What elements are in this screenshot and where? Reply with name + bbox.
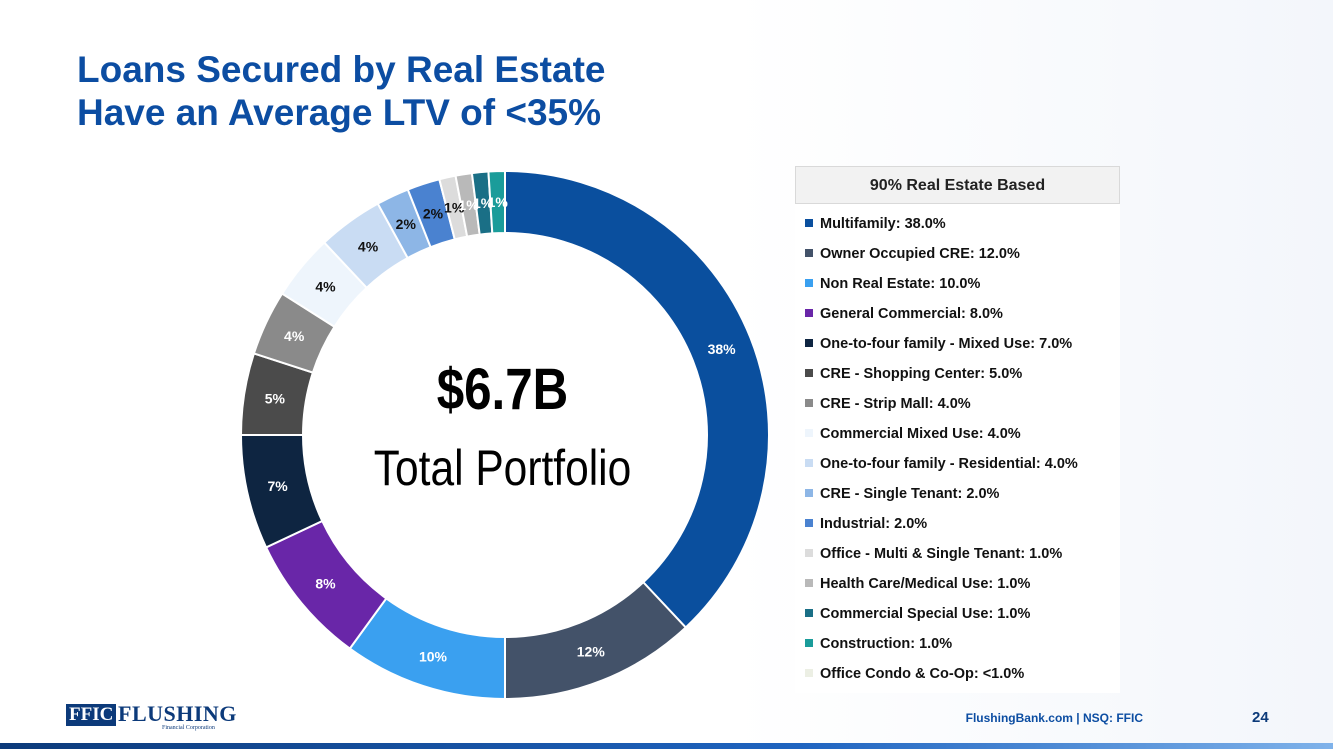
legend-label: Owner Occupied CRE: 12.0% — [820, 246, 1020, 262]
slice-label-commercial-mixed-use: 4% — [315, 278, 336, 294]
total-portfolio-value: $6.7B — [436, 357, 569, 422]
legend-item-office-multi-single-tenant: Office - Multi & Single Tenant: 1.0% — [805, 544, 1062, 564]
donut-slice-labels: 38%12%10%8%7%5%4%4%4%2%2% 1%1%1%1% — [265, 194, 736, 664]
legend-swatch — [805, 489, 813, 497]
logo-wordmark: FLUSHING — [118, 701, 237, 726]
slice-label-cre-shopping-center: 5% — [265, 391, 286, 407]
legend-swatch — [805, 549, 813, 557]
legend-label: CRE - Shopping Center: 5.0% — [820, 366, 1023, 382]
legend-item-owner-occupied-cre: Owner Occupied CRE: 12.0% — [805, 244, 1020, 264]
slice-label-cre-single-tenant: 2% — [396, 216, 417, 232]
logo-ffic-badge: FFIC — [66, 704, 117, 726]
slide-title: Loans Secured by Real Estate — [77, 49, 606, 90]
legend-item-construction: Construction: 1.0% — [805, 634, 952, 654]
slice-label-one-to-four-family-residential: 4% — [358, 238, 379, 254]
legend-label: Non Real Estate: 10.0% — [820, 276, 981, 292]
legend-item-general-commercial: General Commercial: 8.0% — [805, 304, 1003, 324]
legend-item-one-to-four-family-mixed-use: One-to-four family - Mixed Use: 7.0% — [805, 334, 1072, 354]
legend-item-commercial-mixed-use: Commercial Mixed Use: 4.0% — [805, 424, 1021, 444]
legend-item-office-condo-co-op: Office Condo & Co-Op: <1.0% — [805, 664, 1024, 684]
slice-owner-occupied-cre — [504, 580, 688, 701]
legend-label: Commercial Mixed Use: 4.0% — [820, 426, 1021, 442]
page-number: 24 — [1252, 709, 1269, 726]
donut-slices — [239, 169, 770, 701]
legend-item-commercial-special-use: Commercial Special Use: 1.0% — [805, 604, 1030, 624]
slice-label-one-to-four-family-mixed-use: 7% — [267, 478, 288, 494]
slice-multifamily — [504, 169, 770, 629]
legend-label: Office Condo & Co-Op: <1.0% — [820, 666, 1025, 682]
legend-swatch — [805, 609, 813, 617]
legend-item-health-care-medical-use: Health Care/Medical Use: 1.0% — [805, 574, 1030, 594]
legend-swatch — [805, 369, 813, 377]
slice-label-construction: 1% — [488, 194, 509, 210]
legend-label: CRE - Strip Mall: 4.0% — [820, 396, 971, 412]
legend-label: Office - Multi & Single Tenant: 1.0% — [820, 546, 1063, 562]
legend-item-cre-shopping-center: CRE - Shopping Center: 5.0% — [805, 364, 1022, 384]
legend-label: Industrial: 2.0% — [820, 516, 928, 532]
legend-item-non-real-estate: Non Real Estate: 10.0% — [805, 274, 980, 294]
legend-label: Construction: 1.0% — [820, 636, 953, 652]
slice-label-health-care-medical-use: 1% — [458, 197, 479, 213]
slice-label-general-commercial: 8% — [315, 576, 336, 592]
slice-label-non-real-estate: 10% — [419, 649, 448, 665]
slice-label-multifamily: 38% — [708, 341, 737, 357]
legend-item-one-to-four-family-residential: One-to-four family - Residential: 4.0% — [805, 454, 1078, 474]
legend-title: 90% Real Estate Based — [795, 166, 1120, 204]
legend-swatch — [805, 399, 813, 407]
legend-swatch — [805, 309, 813, 317]
legend-item-cre-single-tenant: CRE - Single Tenant: 2.0% — [805, 484, 999, 504]
logo-tagline: Financial Corporation — [162, 725, 215, 731]
slice-label-commercial-special-use: 1% — [473, 195, 494, 211]
footer-site-ticker: FlushingBank.com | NSQ: FFIC — [965, 711, 1143, 725]
slice-label-office-multi-single-tenant: 1% — [444, 200, 465, 216]
slide-subtitle: Have an Average LTV of <35% — [77, 92, 602, 133]
legend-swatch — [805, 579, 813, 587]
legend-label: Commercial Special Use: 1.0% — [820, 606, 1031, 622]
legend-swatch — [805, 669, 813, 677]
legend-item-cre-strip-mall: CRE - Strip Mall: 4.0% — [805, 394, 971, 414]
legend-swatch — [805, 219, 813, 227]
slice-construction — [487, 169, 506, 235]
legend-label: Multifamily: 38.0% — [820, 216, 946, 232]
legend-label: One-to-four family - Residential: 4.0% — [820, 456, 1078, 472]
chart-legend: 90% Real Estate Based Multifamily: 38.0%… — [795, 166, 1120, 693]
legend-label: Health Care/Medical Use: 1.0% — [820, 576, 1031, 592]
legend-label: CRE - Single Tenant: 2.0% — [820, 486, 1000, 502]
donut-chart: 38%12%10%8%7%5%4%4%4%2%2% 1%1%1%1% — [239, 169, 770, 701]
legend-item-industrial: Industrial: 2.0% — [805, 514, 927, 534]
legend-swatch — [805, 339, 813, 347]
legend-label: One-to-four family - Mixed Use: 7.0% — [820, 336, 1073, 352]
legend-item-multifamily: Multifamily: 38.0% — [805, 214, 946, 234]
total-portfolio-label: Total Portfolio — [373, 440, 632, 496]
slice-label-cre-strip-mall: 4% — [284, 328, 305, 344]
footer-bar — [0, 743, 1333, 749]
legend-swatch — [805, 519, 813, 527]
slice-label-industrial: 2% — [423, 205, 444, 221]
legend-swatch — [805, 279, 813, 287]
slice-label-owner-occupied-cre: 12% — [577, 644, 606, 660]
legend-label: General Commercial: 8.0% — [820, 306, 1003, 322]
legend-swatch — [805, 459, 813, 467]
legend-swatch — [805, 639, 813, 647]
legend-swatch — [805, 429, 813, 437]
legend-swatch — [805, 249, 813, 257]
